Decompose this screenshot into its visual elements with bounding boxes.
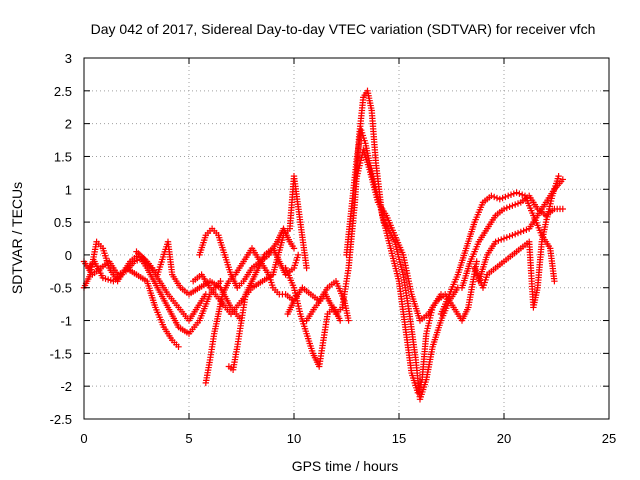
- data-point: [488, 192, 495, 200]
- data-series: [353, 146, 480, 324]
- x-tick-label: 0: [80, 431, 87, 446]
- data-point: [495, 237, 502, 244]
- data-point: [512, 230, 519, 238]
- data-point: [514, 229, 522, 237]
- data-point: [505, 192, 512, 200]
- data-point: [519, 191, 526, 198]
- data-point: [500, 235, 508, 242]
- data-point: [295, 251, 302, 259]
- data-point: [473, 258, 480, 265]
- data-point: [500, 205, 508, 213]
- x-tick-label: 25: [602, 431, 616, 446]
- data-point: [337, 317, 344, 324]
- y-tick-label: -0.5: [50, 281, 72, 296]
- data-point: [498, 236, 505, 243]
- data-point: [175, 343, 182, 350]
- data-point: [509, 232, 516, 239]
- data-point: [493, 194, 501, 202]
- grid-layer: [84, 58, 609, 419]
- data-point: [496, 195, 503, 203]
- plot-layer: [80, 87, 566, 403]
- x-tick-label: 5: [185, 431, 192, 446]
- plot-frame: [83, 57, 610, 420]
- data-series: [475, 176, 566, 285]
- data-point: [520, 227, 527, 235]
- data-point: [491, 193, 498, 201]
- data-series: [471, 172, 562, 311]
- data-point: [499, 194, 506, 202]
- data-series: [85, 251, 224, 337]
- data-point: [523, 226, 530, 233]
- data-point: [551, 277, 558, 285]
- y-tick-label: 1: [65, 182, 72, 197]
- y-tick-label: 3: [65, 51, 72, 66]
- tick-layer: 0 5 10 15 20 25 -2.5 -2 -1.5 -1 -0.5 0 0.5 1 1.5 2 2.5 3: [50, 51, 617, 446]
- data-point: [507, 191, 515, 198]
- data-series: [190, 172, 310, 318]
- data-point: [555, 172, 562, 180]
- chart-title: Day 042 of 2017, Sidereal Day-to-day VTE…: [91, 21, 596, 37]
- data-point: [290, 245, 298, 252]
- data-point: [559, 205, 566, 213]
- data-point: [516, 190, 523, 197]
- data-point: [345, 317, 352, 324]
- data-point: [559, 176, 566, 183]
- data-series: [303, 87, 445, 396]
- y-axis-title: SDTVAR / TECUs: [9, 182, 25, 294]
- data-point: [217, 277, 224, 285]
- data-point: [492, 238, 499, 245]
- data-point: [506, 203, 513, 210]
- y-tick-label: -1.5: [50, 346, 72, 361]
- data-series: [133, 238, 245, 324]
- data-point: [514, 200, 522, 207]
- data-series: [80, 254, 209, 324]
- data-point: [303, 264, 310, 272]
- y-tick-label: -1: [60, 314, 72, 329]
- data-point: [117, 270, 124, 277]
- data-point: [502, 193, 509, 201]
- data-series: [225, 245, 302, 373]
- y-tick-label: 0.5: [54, 215, 72, 230]
- y-tick-label: 0: [65, 248, 72, 263]
- data-point: [503, 204, 510, 212]
- y-tick-label: 1.5: [54, 149, 72, 164]
- y-tick-label: -2: [60, 379, 72, 394]
- x-tick-label: 15: [392, 431, 406, 446]
- data-point: [509, 202, 516, 209]
- y-tick-label: 2.5: [54, 84, 72, 99]
- data-point: [513, 189, 520, 196]
- data-series: [202, 245, 298, 387]
- y-tick-label: -2.5: [50, 412, 72, 427]
- data-point: [503, 234, 510, 241]
- y-tick-label: 2: [65, 117, 72, 132]
- data-point: [512, 201, 519, 208]
- data-point: [517, 228, 524, 236]
- data-point: [510, 190, 517, 197]
- data-series: [458, 192, 566, 291]
- x-tick-label: 20: [497, 431, 511, 446]
- data-point: [506, 233, 513, 240]
- x-axis-title: GPS time / hours: [292, 458, 399, 474]
- x-tick-label: 10: [287, 431, 301, 446]
